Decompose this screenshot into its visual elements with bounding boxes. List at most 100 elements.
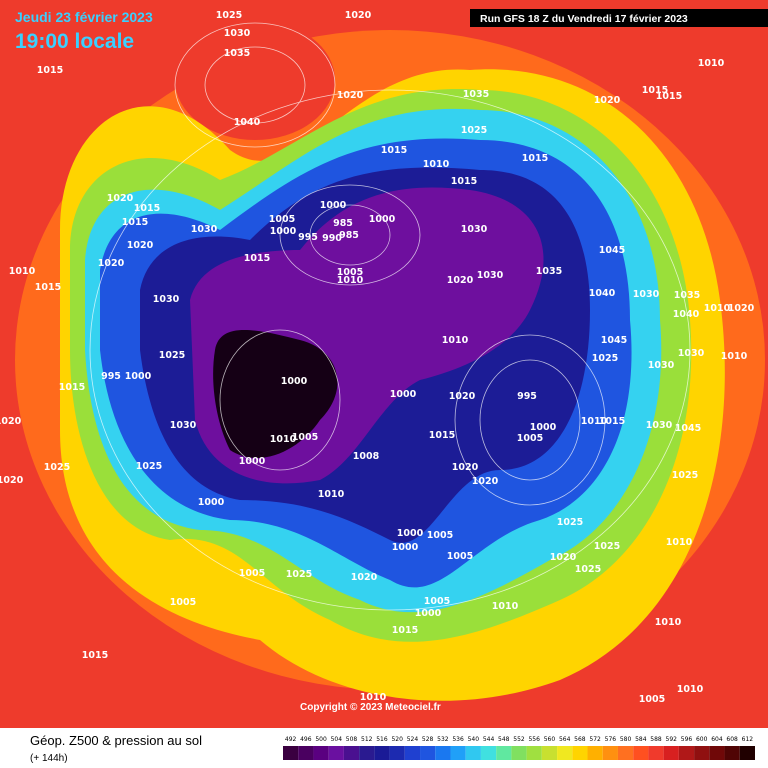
isobar-label: 1015 bbox=[37, 65, 63, 76]
scale-swatch bbox=[602, 746, 618, 760]
isobar-label: 1000 bbox=[198, 497, 225, 508]
isobar-label: 1030 bbox=[170, 420, 197, 431]
isobar-label: 1035 bbox=[536, 266, 562, 277]
isobar-label: 1015 bbox=[429, 430, 455, 441]
isobar-label: 1010 bbox=[677, 684, 704, 695]
isobar-label: 1025 bbox=[44, 462, 70, 473]
contour-black bbox=[213, 330, 338, 459]
scale-swatch bbox=[283, 746, 299, 760]
isobar-label: 1005 bbox=[427, 530, 453, 541]
isobar-label: 1010 bbox=[704, 303, 731, 314]
color-scale: 492 496 500 504 508 512 516 520 524 528 532 536 540 5… bbox=[283, 736, 755, 760]
high-pressure bbox=[175, 20, 335, 140]
scale-swatch bbox=[739, 746, 755, 760]
isobar-label: 1015 bbox=[134, 203, 160, 214]
isobar-label: 1015 bbox=[244, 253, 270, 264]
scale-label: 592 bbox=[666, 736, 678, 743]
isobar-label: 1000 bbox=[415, 608, 442, 619]
isobar-label: 1015 bbox=[451, 176, 477, 187]
scale-label: 600 bbox=[696, 736, 708, 743]
isobar-label: 1000 bbox=[392, 542, 419, 553]
isobar-label: 1005 bbox=[292, 432, 318, 443]
isobar-label: 1025 bbox=[461, 125, 487, 136]
run-info: Run GFS 18 Z du Vendredi 17 février 2023 bbox=[480, 13, 688, 25]
scale-swatch bbox=[709, 746, 725, 760]
isobar-label: 1010 bbox=[270, 434, 297, 445]
isobar-label: 1010 bbox=[721, 351, 748, 362]
isobar-label: 1045 bbox=[599, 245, 625, 256]
footer-subtitle: (+ 144h) bbox=[30, 753, 68, 764]
isobar-label: 1010 bbox=[318, 489, 345, 500]
scale-label: 536 bbox=[452, 736, 464, 743]
isobar-label: 1010 bbox=[423, 159, 450, 170]
isobar-label: 1005 bbox=[639, 694, 665, 705]
scale-swatch bbox=[557, 746, 573, 760]
scale-label: 556 bbox=[528, 736, 540, 743]
scale-label: 524 bbox=[407, 736, 419, 743]
isobar-label: 1000 bbox=[125, 371, 152, 382]
isobar-label: 1030 bbox=[153, 294, 180, 305]
footer-title: Géop. Z500 & pression au sol bbox=[30, 733, 202, 748]
isobar-label: 1025 bbox=[216, 10, 242, 21]
isobar-label: 1035 bbox=[463, 89, 489, 100]
isobar-label: 1010 bbox=[698, 58, 725, 69]
isobar-label: 1000 bbox=[397, 528, 424, 539]
scale-swatch bbox=[465, 746, 481, 760]
scale-label: 500 bbox=[315, 736, 327, 743]
isobar-label: 1045 bbox=[675, 423, 701, 434]
isobar-label: 1005 bbox=[239, 568, 265, 579]
scale-label: 560 bbox=[544, 736, 556, 743]
scale-swatch bbox=[617, 746, 634, 760]
scale-swatch bbox=[420, 746, 436, 760]
isobar-label: 1030 bbox=[646, 420, 673, 431]
isobar-label: 1015 bbox=[522, 153, 548, 164]
scale-swatch bbox=[404, 746, 421, 760]
scale-label: 508 bbox=[346, 736, 358, 743]
copyright: Copyright © 2023 Meteociel.fr bbox=[300, 702, 441, 713]
isobar-label: 1015 bbox=[642, 85, 668, 96]
isobar-label: 1030 bbox=[648, 360, 675, 371]
isobar-label: 1030 bbox=[191, 224, 218, 235]
isobar-label: 1000 bbox=[270, 226, 297, 237]
isobar-label: 1025 bbox=[159, 350, 185, 361]
isobar-label: 1035 bbox=[224, 48, 250, 59]
isobar-label: 995 bbox=[298, 232, 318, 243]
scale-label: 572 bbox=[589, 736, 601, 743]
isobar-label: 1040 bbox=[673, 309, 700, 320]
scale-swatch bbox=[526, 746, 542, 760]
scale-label: 540 bbox=[468, 736, 480, 743]
date: Jeudi 23 février 2023 bbox=[15, 9, 153, 25]
isobar-label: 1000 bbox=[390, 389, 417, 400]
isobar-label: 1045 bbox=[601, 335, 627, 346]
isobar-label: 1020 bbox=[550, 552, 577, 563]
scale-label: 512 bbox=[361, 736, 373, 743]
scale-swatch bbox=[435, 746, 451, 760]
scale-label: 496 bbox=[300, 736, 312, 743]
isobar-label: 1020 bbox=[351, 572, 378, 583]
isobar-label: 1025 bbox=[136, 461, 162, 472]
scale-label: 580 bbox=[620, 736, 632, 743]
isobar-label: 1015 bbox=[656, 91, 682, 102]
isobar-label: 1020 bbox=[127, 240, 154, 251]
scale-label: 548 bbox=[498, 736, 510, 743]
isobar-label: 995 bbox=[517, 391, 537, 402]
isobar-label: 1030 bbox=[461, 224, 488, 235]
isobar-label: 1020 bbox=[472, 476, 499, 487]
scale-label: 520 bbox=[391, 736, 403, 743]
scale-label: 492 bbox=[285, 736, 297, 743]
isobar-label: 1010 bbox=[655, 617, 682, 628]
isobar-label: 1020 bbox=[98, 258, 125, 269]
isobar-label: 1000 bbox=[530, 422, 557, 433]
scale-swatch bbox=[328, 746, 344, 760]
isobar-label: 1005 bbox=[337, 267, 363, 278]
isobar-label: 1020 bbox=[449, 391, 476, 402]
isobar-label: 1025 bbox=[592, 353, 618, 364]
scale-swatch bbox=[572, 746, 588, 760]
isobar-label: 1010 bbox=[442, 335, 469, 346]
isobar-label: 1010 bbox=[492, 601, 519, 612]
isobar-label: 1020 bbox=[0, 416, 22, 427]
isobar-label: 1010 bbox=[581, 416, 608, 427]
isobar-label: 1010 bbox=[337, 275, 364, 286]
scale-swatch bbox=[298, 746, 314, 760]
